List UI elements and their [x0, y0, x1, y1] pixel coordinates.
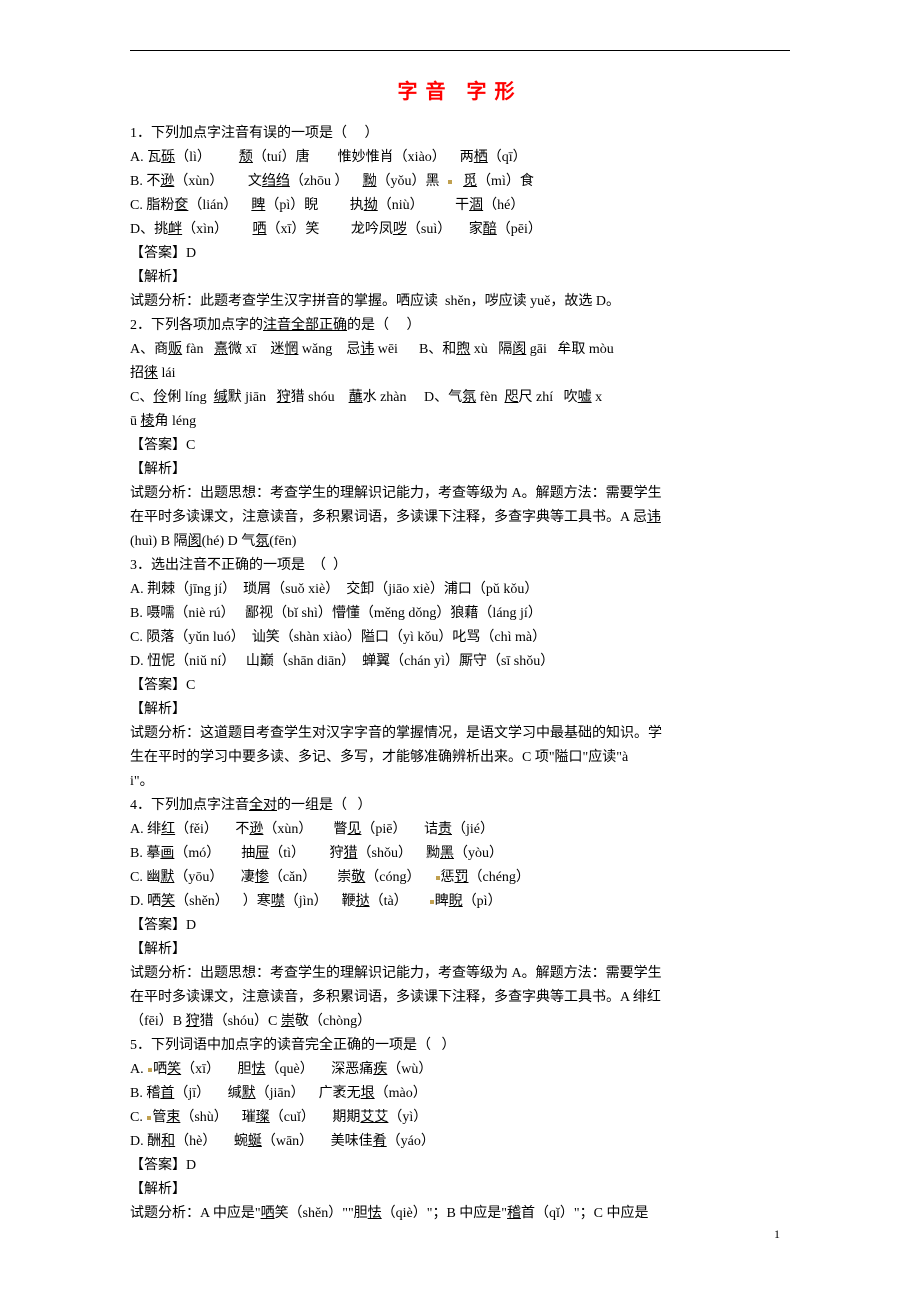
text-line: 【解析】: [130, 698, 790, 722]
text-line: C. 幽默（yōu） 凄惨（cǎn） 崇敬（cóng） 惩罚（chéng）: [130, 866, 790, 890]
text-line: 在平时多读课文，注意读音，多积累词语，多读课下注释，多查字典等工具书。A 忌讳: [130, 506, 790, 530]
text-line: D. 哂笑（shěn） ）寒噤（jìn） 鞭挞（tà） 睥睨（pì）: [130, 890, 790, 914]
text-line: 3．选出注音不正确的一项是 （ ）: [130, 554, 790, 578]
text-line: 试题分析：出题思想：考查学生的理解识记能力，考查等级为 A。解题方法：需要学生: [130, 482, 790, 506]
text-line: 5．下列词语中加点字的读音完全正确的一项是（ ）: [130, 1034, 790, 1058]
text-line: 4．下列加点字注音全对的一组是（ ）: [130, 794, 790, 818]
text-line: 【答案】D: [130, 914, 790, 938]
text-line: B. 摹画（mó） 抽屉（tì） 狩猎（shǒu） 黝黑（yòu）: [130, 842, 790, 866]
text-line: 【解析】: [130, 938, 790, 962]
text-line: A、商贩 fàn 熹微 xī 迷惘 wǎng 忌讳 wēi B、和煦 xù 隔阂…: [130, 338, 790, 362]
text-line: B. 嗫嚅（niè rú） 鄙视（bǐ shì）懵懂（měng dǒng）狼藉（…: [130, 602, 790, 626]
text-line: 试题分析：出题思想：考查学生的理解识记能力，考查等级为 A。解题方法：需要学生: [130, 962, 790, 986]
text-line: 试题分析：这道题目考查学生对汉字字音的掌握情况，是语文学习中最基础的知识。学: [130, 722, 790, 746]
text-line: A. 瓦砾（lì） 颓（tuí）唐 惟妙惟肖（xiào） 两栖（qī）: [130, 146, 790, 170]
text-line: A. 绯红（fěi） 不逊（xùn） 瞥见（piē） 诘责（jié）: [130, 818, 790, 842]
text-line: C、伶俐 líng 缄默 jiān 狩猎 shóu 蘸水 zhàn D、气氛 f…: [130, 386, 790, 410]
text-line: 【解析】: [130, 458, 790, 482]
text-line: （fēi）B 狩猎（shóu）C 崇敬（chòng）: [130, 1010, 790, 1034]
text-line: B. 不逊（xùn） 文绉绉（zhōu ） 黝（yǒu）黑 觅（mì）食: [130, 170, 790, 194]
text-line: 试题分析：A 中应是"哂笑（shěn）""胆怯（qiè）"；B 中应是"稽首（q…: [130, 1202, 790, 1226]
text-line: D、挑衅（xìn） 哂（xī）笑 龙吟凤哕（suì） 家醅（pēi）: [130, 218, 790, 242]
text-line: 招徕 lái: [130, 362, 790, 386]
document-title: 字音 字形: [130, 75, 790, 104]
text-line: 【解析】: [130, 1178, 790, 1202]
text-line: C. 脂粉奁（lián） 睥（pì）睨 执拗（niù） 干涸（hé）: [130, 194, 790, 218]
text-line: A. 哂笑（xī） 胆怯（què） 深恶痛疾（wù）: [130, 1058, 790, 1082]
text-line: 在平时多读课文，注意读音，多积累词语，多读课下注释，多查字典等工具书。A 绯红: [130, 986, 790, 1010]
text-line: A. 荆棘（jīng jí） 琐屑（suǒ xiè） 交卸（jiāo xiè）浦…: [130, 578, 790, 602]
text-line: D. 酬和（hè） 蜿蜒（wān） 美味佳肴（yáo）: [130, 1130, 790, 1154]
text-line: i"。: [130, 770, 790, 794]
text-line: 【答案】C: [130, 434, 790, 458]
text-line: C. 管束（shù） 璀璨（cuǐ） 期期艾艾（yì）: [130, 1106, 790, 1130]
text-line: ū 棱角 léng: [130, 410, 790, 434]
text-line: C. 陨落（yǔn luó） 讪笑（shàn xiào）隘口（yì kǒu）叱骂…: [130, 626, 790, 650]
text-line: 2．下列各项加点字的注音全部正确的是（ ）: [130, 314, 790, 338]
text-line: 【答案】D: [130, 1154, 790, 1178]
page-number: 1: [774, 1227, 780, 1242]
text-line: (huì) B 隔阂(hé) D 气氛(fēn): [130, 530, 790, 554]
text-line: 试题分析：此题考查学生汉字拼音的掌握。哂应读 shěn，哕应读 yuě，故选 D…: [130, 290, 790, 314]
text-line: 【答案】C: [130, 674, 790, 698]
text-line: 【答案】D: [130, 242, 790, 266]
text-line: 1．下列加点字注音有误的一项是（ ）: [130, 122, 790, 146]
document-page: 字音 字形 1．下列加点字注音有误的一项是（ ）A. 瓦砾（lì） 颓（tuí）…: [0, 0, 920, 1256]
text-line: D. 忸怩（niǔ ní） 山巅（shān diān） 蝉翼（chán yì）厮…: [130, 650, 790, 674]
top-rule: [130, 50, 790, 51]
text-line: 【解析】: [130, 266, 790, 290]
text-line: B. 稽首（jī） 缄默（jiān） 广袤无垠（mào）: [130, 1082, 790, 1106]
text-line: 生在平时的学习中要多读、多记、多写，才能够准确辨析出来。C 项"隘口"应读"à: [130, 746, 790, 770]
document-body: 1．下列加点字注音有误的一项是（ ）A. 瓦砾（lì） 颓（tuí）唐 惟妙惟肖…: [130, 122, 790, 1226]
